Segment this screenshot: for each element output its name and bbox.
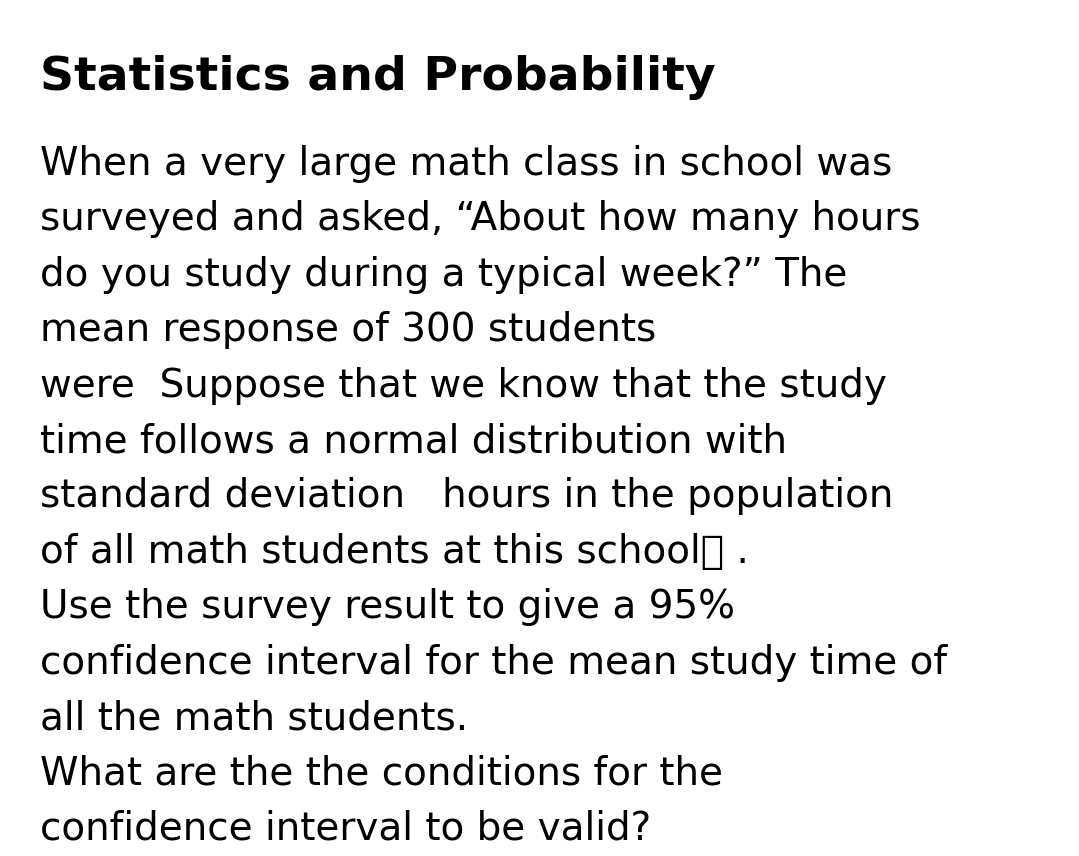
Text: When a very large math class in school was
surveyed and asked, “About how many h: When a very large math class in school w… [40,145,947,847]
Text: Statistics and Probability: Statistics and Probability [40,55,715,100]
